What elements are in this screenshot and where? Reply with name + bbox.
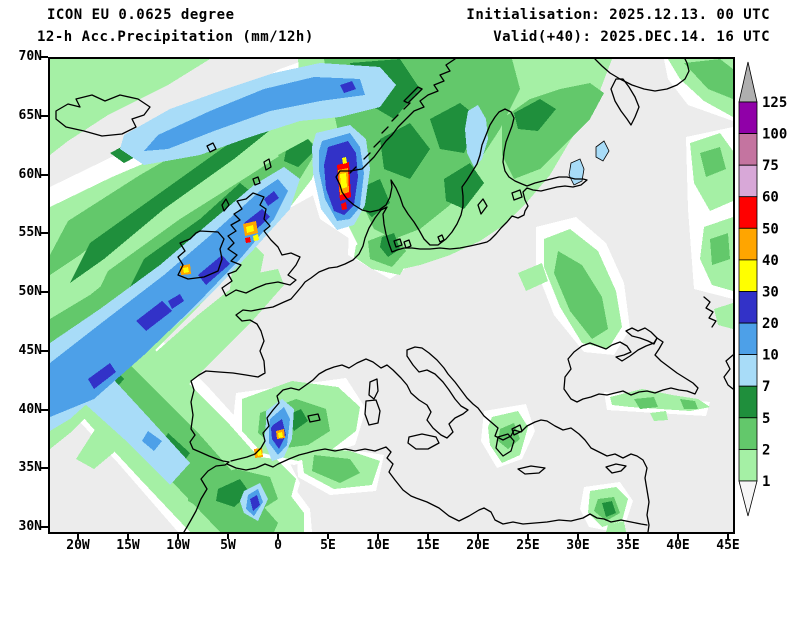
lat-tick-label: 35N (0, 460, 42, 475)
lon-tickmark (377, 532, 379, 539)
colorbar-svg: 125100756050403020107521 (735, 58, 797, 530)
lon-tickmark (477, 532, 479, 539)
colorbar-label: 7 (762, 379, 770, 395)
lon-tick-label: 10W (156, 538, 200, 553)
colorbar-cell (739, 134, 757, 166)
colorbar-label: 100 (762, 127, 787, 143)
lon-tick-label: 20E (456, 538, 500, 553)
colorbar-label: 10 (762, 348, 779, 364)
coast-sardinia (365, 400, 380, 425)
colorbar-cell (739, 449, 757, 481)
lon-tick-label: 15W (106, 538, 150, 553)
lat-tickmark (41, 526, 48, 528)
lon-tick-label: 20W (56, 538, 100, 553)
product-title: 12-h Acc.Precipitation (mm/12h) (37, 29, 314, 45)
colorbar-cell (739, 355, 757, 387)
initialisation-time: Initialisation: 2025.12.13. 00 UTC (466, 7, 770, 23)
lat-tick-label: 50N (0, 284, 42, 299)
weather-map-page: ICON EU 0.0625 degree 12-h Acc.Precipita… (0, 0, 800, 618)
lon-tickmark (127, 532, 129, 539)
coast-sicily (408, 434, 439, 449)
lat-tick-label: 30N (0, 519, 42, 534)
lon-tick-label: 5W (206, 538, 250, 553)
lat-tick-label: 60N (0, 167, 42, 182)
precipitation-colorbar-legend: 125100756050403020107521 (735, 58, 797, 530)
lat-tick-label: 65N (0, 108, 42, 123)
colorbar-label: 50 (762, 221, 779, 237)
river-volga (704, 297, 716, 327)
lat-tickmark (41, 115, 48, 117)
colorbar-cell (739, 102, 757, 134)
lat-tick-label: 55N (0, 225, 42, 240)
colorbar-cell (739, 228, 757, 260)
lon-tick-label: 45E (706, 538, 750, 553)
coast-crete (518, 466, 545, 474)
precipitation-map (50, 59, 733, 532)
colorbar-cell (739, 386, 757, 418)
lat-tickmark (41, 409, 48, 411)
lon-tick-label: 40E (656, 538, 700, 553)
lon-tickmark (77, 532, 79, 539)
map-frame (48, 57, 735, 534)
coast-cyprus (606, 464, 626, 473)
colorbar-cell (739, 165, 757, 197)
valid-time: Valid(+40): 2025.DEC.14. 16 UTC (493, 29, 770, 45)
lon-tick-label: 5E (306, 538, 350, 553)
colorbar-cell (739, 260, 757, 292)
colorbar-cell (739, 418, 757, 450)
lon-tickmark (677, 532, 679, 539)
lon-tick-label: 0 (256, 538, 300, 553)
lon-tickmark (527, 532, 529, 539)
lon-tickmark (227, 532, 229, 539)
lon-tick-label: 25E (506, 538, 550, 553)
colorbar-over-triangle (739, 62, 757, 102)
lon-tickmark (577, 532, 579, 539)
lat-tickmark (41, 350, 48, 352)
colorbar-label: 60 (762, 190, 779, 206)
lon-tickmark (627, 532, 629, 539)
lon-tickmark (427, 532, 429, 539)
model-title: ICON EU 0.0625 degree (47, 7, 235, 23)
lon-tick-label: 15E (406, 538, 450, 553)
lat-tickmark (41, 232, 48, 234)
lon-tick-label: 10E (356, 538, 400, 553)
lon-tickmark (327, 532, 329, 539)
lat-tick-label: 40N (0, 402, 42, 417)
colorbar-label: 20 (762, 316, 779, 332)
lat-tickmark (41, 467, 48, 469)
coast-corsica (369, 379, 378, 399)
lon-tick-label: 35E (606, 538, 650, 553)
lat-tickmark (41, 291, 48, 293)
colorbar-label: 5 (762, 411, 770, 427)
colorbar-label: 2 (762, 442, 770, 458)
lon-tickmark (177, 532, 179, 539)
colorbar-label: 1 (762, 474, 770, 490)
colorbar-label: 40 (762, 253, 779, 269)
colorbar-under-triangle (739, 481, 757, 516)
lat-tickmark (41, 56, 48, 58)
coast-caspian-edge (724, 355, 733, 389)
lon-tickmark (727, 532, 729, 539)
colorbar-cell (739, 292, 757, 324)
lat-tickmark (41, 174, 48, 176)
lat-tick-label: 70N (0, 49, 42, 64)
colorbar-label: 75 (762, 158, 779, 174)
lon-tickmark (277, 532, 279, 539)
coast-sea-of-azov (626, 328, 657, 344)
colorbar-cell (739, 323, 757, 355)
colorbar-cell (739, 197, 757, 229)
colorbar-label: 30 (762, 285, 779, 301)
lon-tick-label: 30E (556, 538, 600, 553)
lat-tick-label: 45N (0, 343, 42, 358)
colorbar-label: 125 (762, 95, 787, 111)
